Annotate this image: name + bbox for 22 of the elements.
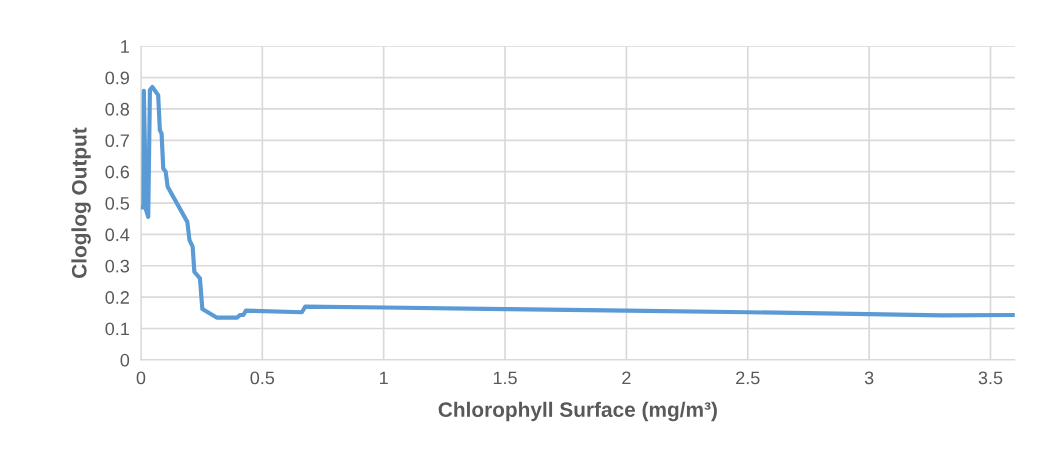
line-series <box>140 84 1015 320</box>
x-tick-label: 2.5 <box>736 371 760 385</box>
y-axis-title: Cloglog Output <box>71 127 91 278</box>
x-tick-label: 3 <box>864 371 874 385</box>
x-tick-label: 2 <box>622 371 631 385</box>
y-tick-label: 0.6 <box>105 165 130 179</box>
y-tick-label: 0.1 <box>105 322 129 336</box>
x-tick-label: 3.5 <box>978 371 1003 385</box>
y-tick-label: 0 <box>120 353 130 367</box>
y-tick-label: 0.4 <box>105 228 130 242</box>
x-tick-label: 1 <box>380 371 388 385</box>
y-tick-label: 0.2 <box>105 291 129 304</box>
y-tick-label: 0.8 <box>105 102 130 116</box>
x-tick-label: 1.5 <box>493 371 517 385</box>
x-tick-label: 0 <box>136 371 146 385</box>
y-tick-label: 0.7 <box>105 134 129 148</box>
y-tick-label: 0.5 <box>105 196 130 210</box>
y-tick-label: 0.3 <box>105 259 130 273</box>
y-tick-label: 1 <box>121 40 129 53</box>
x-axis-title: Chlorophyll Surface (mg/m³) <box>438 401 717 422</box>
y-tick-label: 0.9 <box>105 71 129 85</box>
x-tick-label: 0.5 <box>250 371 275 385</box>
